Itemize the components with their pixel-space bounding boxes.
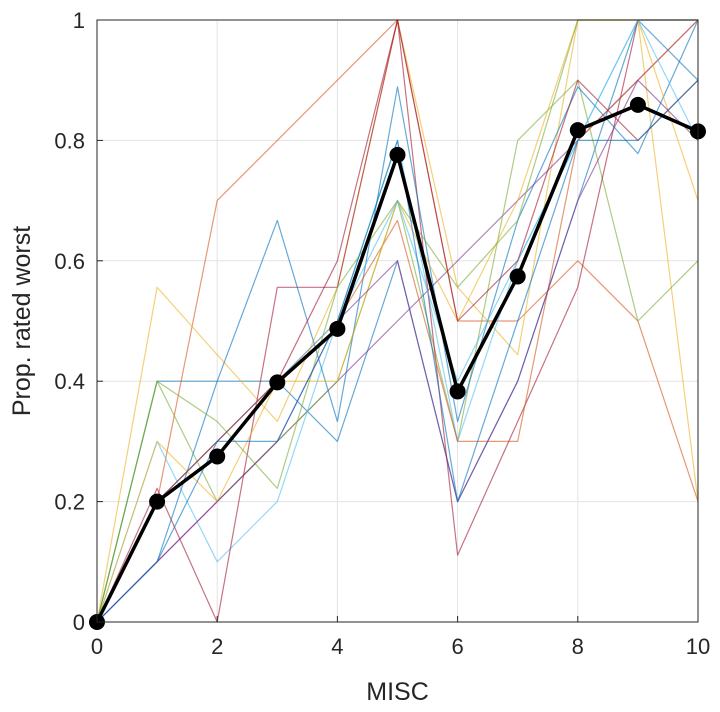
- x-tick-label: 6: [451, 634, 463, 659]
- series-line-13: [96, 79, 699, 623]
- mean-point: [269, 374, 286, 391]
- x-tick-label: 10: [686, 634, 710, 659]
- mean-point: [149, 493, 166, 510]
- mean-point: [509, 268, 526, 285]
- mean-line: [95, 103, 699, 623]
- x-tick-label: 0: [91, 634, 103, 659]
- y-axis-title: Prop. rated worst: [8, 226, 36, 416]
- individual-series: [96, 19, 699, 623]
- mean-point: [329, 320, 346, 337]
- y-tick-label: 0.2: [54, 490, 85, 515]
- y-tick-label: 0: [73, 610, 85, 635]
- mean-point: [389, 146, 406, 163]
- mean-series: [89, 96, 706, 630]
- y-tick-label: 1: [73, 8, 85, 33]
- y-tick-label: 0.4: [54, 369, 85, 394]
- mean-point: [209, 448, 226, 465]
- x-tick-label: 2: [211, 634, 223, 659]
- y-tick-label: 0.6: [54, 249, 85, 274]
- series-line-8: [96, 19, 699, 623]
- mean-point: [629, 96, 646, 113]
- plot-frame: [96, 19, 699, 623]
- series-line-15: [96, 79, 699, 623]
- x-tick-label: 4: [331, 634, 343, 659]
- mean-point: [449, 383, 466, 400]
- y-tick-label: 0.8: [54, 128, 85, 153]
- axis-ticks: 0 2 4 6 8 10 0 0.2 0.4 0.6 0.8 1: [54, 8, 710, 659]
- x-tick-label: 8: [572, 634, 584, 659]
- mean-point: [569, 122, 586, 139]
- x-axis-title: MISC: [366, 678, 429, 706]
